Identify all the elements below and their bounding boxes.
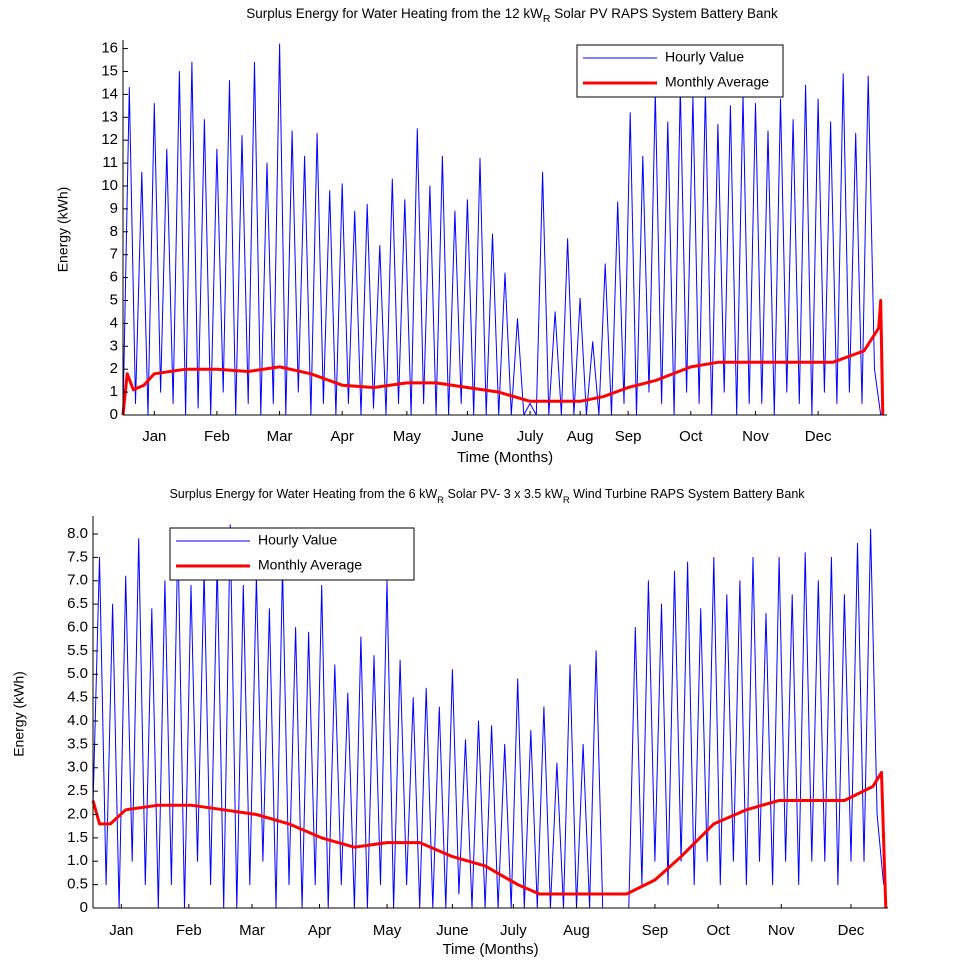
- x-tick-label: Apr: [308, 922, 331, 939]
- subplot: Surplus Energy for Water Heating from th…: [11, 487, 888, 958]
- x-tick-label: Oct: [706, 922, 730, 939]
- y-tick-label: 7.5: [67, 548, 88, 565]
- y-tick-label: 12: [101, 131, 118, 148]
- x-tick-label: July: [517, 428, 544, 445]
- legend-label: Monthly Average: [665, 74, 769, 90]
- y-tick-label: 6.5: [67, 595, 88, 612]
- y-tick-label: 0: [110, 406, 118, 423]
- y-tick-label: 2: [110, 360, 118, 377]
- y-tick-label: 11: [102, 154, 118, 171]
- x-tick-label: May: [373, 922, 402, 939]
- y-tick-label: 2.5: [67, 782, 88, 799]
- title-part: Surplus Energy for Water Heating from th…: [169, 487, 437, 501]
- x-tick-label: Oct: [679, 428, 703, 445]
- y-tick-label: 7.0: [67, 572, 88, 589]
- title-part: Solar PV- 3 x 3.5 kW: [444, 487, 563, 501]
- y-tick-label: 1: [110, 383, 118, 400]
- y-tick-label: 2.0: [67, 805, 88, 822]
- x-tick-label: Sep: [642, 922, 669, 939]
- legend-label: Hourly Value: [258, 532, 337, 548]
- x-tick-label: Mar: [267, 428, 293, 445]
- x-tick-label: June: [436, 922, 469, 939]
- y-tick-label: 10: [101, 177, 118, 194]
- legend-label: Monthly Average: [258, 557, 362, 573]
- average-line: [121, 299, 885, 416]
- legend-box: [169, 527, 415, 581]
- x-tick-label: Aug: [567, 428, 594, 445]
- y-tick-label: 6: [110, 269, 118, 286]
- hourly-line: [92, 524, 885, 909]
- y-tick-label: 6.0: [67, 618, 88, 635]
- x-tick-label: Apr: [331, 428, 354, 445]
- x-tick-label: Feb: [176, 922, 202, 939]
- y-tick-label: 0.5: [67, 876, 88, 893]
- x-axis-label: Time (Months): [457, 449, 553, 466]
- y-tick-label: 8.0: [67, 525, 88, 542]
- average-line: [91, 770, 888, 909]
- x-tick-label: Feb: [204, 428, 230, 445]
- y-tick-label: 4.5: [67, 689, 88, 706]
- x-tick-label: Aug: [563, 922, 590, 939]
- title-subscript: R: [437, 495, 444, 506]
- x-tick-label: Jan: [109, 922, 133, 939]
- y-tick-label: 0: [80, 899, 88, 916]
- x-tick-label: May: [393, 428, 422, 445]
- title-subscript: R: [563, 495, 570, 506]
- x-tick-label: Mar: [239, 922, 265, 939]
- y-tick-label: 1.0: [67, 852, 88, 869]
- x-tick-label: Sep: [615, 428, 642, 445]
- y-tick-label: 5.5: [67, 642, 88, 659]
- title-part: Wind Turbine RAPS System Battery Bank: [570, 487, 806, 501]
- y-tick-label: 15: [101, 62, 118, 79]
- legend-label: Hourly Value: [665, 49, 744, 65]
- x-tick-label: Jan: [142, 428, 166, 445]
- y-tick-label: 3.0: [67, 759, 88, 776]
- x-tick-label: Dec: [805, 428, 832, 445]
- title-part: Surplus Energy for Water Heating from th…: [246, 6, 543, 21]
- chart-title: Surplus Energy for Water Heating from th…: [246, 6, 778, 25]
- y-tick-label: 13: [101, 108, 118, 125]
- y-tick-label: 5: [110, 291, 118, 308]
- y-tick-label: 9: [110, 200, 118, 217]
- x-tick-label: Nov: [768, 922, 795, 939]
- y-tick-label: 3.5: [67, 735, 88, 752]
- x-tick-label: Nov: [742, 428, 769, 445]
- y-tick-label: 1.5: [67, 829, 88, 846]
- legend-box: [576, 44, 784, 98]
- y-tick-label: 8: [110, 223, 118, 240]
- x-tick-label: Dec: [838, 922, 865, 939]
- y-tick-label: 4.0: [67, 712, 88, 729]
- subplot: Surplus Energy for Water Heating from th…: [55, 6, 887, 466]
- y-axis-label: Energy (kWh): [11, 671, 27, 757]
- y-tick-label: 14: [101, 85, 118, 102]
- title-part: Solar PV RAPS System Battery Bank: [550, 6, 778, 21]
- x-tick-label: July: [500, 922, 527, 939]
- y-tick-label: 3: [110, 337, 118, 354]
- y-tick-label: 4: [110, 314, 118, 331]
- x-tick-label: June: [451, 428, 484, 445]
- y-tick-label: 5.0: [67, 665, 88, 682]
- title-subscript: R: [543, 13, 551, 25]
- y-tick-label: 7: [110, 246, 118, 263]
- chart-title: Surplus Energy for Water Heating from th…: [169, 487, 805, 505]
- y-axis-label: Energy (kWh): [55, 187, 71, 273]
- x-axis-label: Time (Months): [442, 941, 538, 958]
- y-tick-label: 16: [101, 40, 118, 57]
- hourly-line: [122, 43, 882, 416]
